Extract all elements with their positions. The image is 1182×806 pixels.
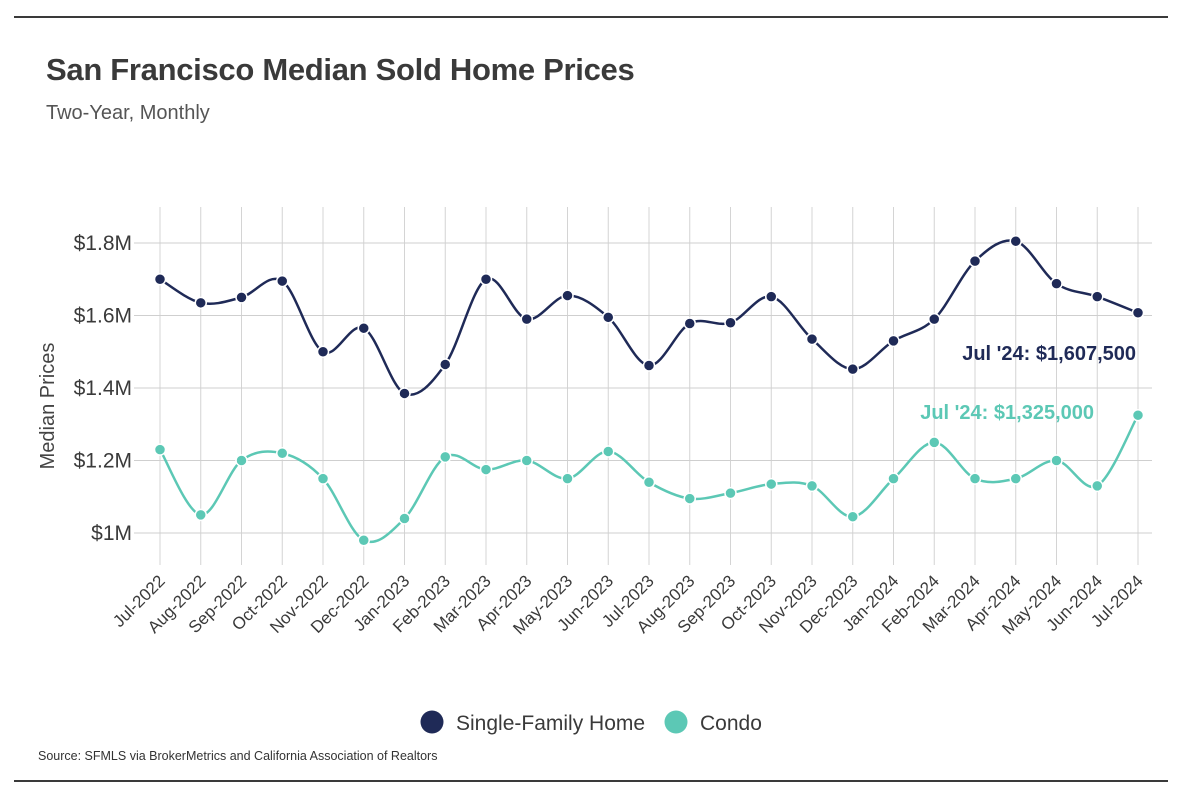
single-family-home-point bbox=[724, 316, 737, 329]
single-family-home-point bbox=[520, 312, 533, 326]
single-family-home-point bbox=[357, 321, 370, 335]
single-family-home-point bbox=[602, 311, 615, 324]
condo-point bbox=[724, 486, 737, 500]
single-family-home-point bbox=[846, 362, 859, 376]
single-family-home-point bbox=[439, 358, 452, 371]
single-family-home-point bbox=[316, 345, 330, 358]
condo-point bbox=[642, 476, 656, 489]
single-family-home-point bbox=[805, 332, 819, 346]
legend-marker bbox=[664, 710, 688, 734]
condo-point bbox=[439, 450, 452, 464]
condo-point bbox=[928, 436, 941, 449]
condo-point bbox=[561, 472, 574, 485]
single-family-home-point bbox=[479, 273, 493, 286]
single-family-home-point bbox=[561, 289, 574, 302]
condo-point bbox=[968, 472, 982, 485]
single-family-home-point bbox=[765, 290, 778, 303]
y-tick-label: $1.8M bbox=[74, 232, 132, 255]
annotation-label: Jul '24: $1,325,000 bbox=[920, 402, 1094, 424]
condo-point bbox=[765, 477, 778, 491]
single-family-home-point bbox=[1009, 234, 1022, 248]
condo-point bbox=[194, 508, 207, 522]
single-family-home-point bbox=[928, 312, 941, 326]
single-family-home-point bbox=[153, 273, 167, 286]
condo-point bbox=[316, 472, 330, 485]
condo-point bbox=[153, 443, 167, 456]
condo-point bbox=[235, 454, 248, 467]
chart-subtitle: Two-Year, Monthly bbox=[46, 102, 210, 124]
condo-point bbox=[1131, 408, 1145, 422]
condo-point bbox=[1050, 454, 1063, 467]
source-note: Source: SFMLS via BrokerMetrics and Cali… bbox=[38, 749, 438, 763]
bottom-rule bbox=[14, 780, 1168, 782]
condo-point bbox=[683, 492, 696, 505]
single-family-home-point bbox=[194, 296, 207, 310]
single-family-home-point bbox=[887, 334, 900, 348]
y-tick-label: $1.4M bbox=[74, 377, 132, 400]
y-tick-label: $1M bbox=[91, 522, 132, 545]
condo-point bbox=[276, 447, 289, 460]
condo-point bbox=[1009, 472, 1022, 485]
y-tick-label: $1.6M bbox=[74, 305, 132, 328]
y-tick-label: $1.2M bbox=[74, 450, 132, 473]
single-family-home-point bbox=[683, 317, 696, 330]
y-axis-label: Median Prices bbox=[37, 343, 59, 470]
condo-point bbox=[846, 510, 859, 523]
top-rule bbox=[14, 16, 1168, 18]
single-family-home-point bbox=[276, 274, 289, 288]
condo-point bbox=[479, 463, 493, 476]
condo-point bbox=[1091, 479, 1104, 493]
single-family-home-point bbox=[1091, 290, 1104, 303]
single-family-home-point bbox=[968, 254, 982, 268]
annotation-label: Jul '24: $1,607,500 bbox=[962, 343, 1136, 365]
single-family-home-point bbox=[1131, 306, 1145, 320]
single-family-home-point bbox=[1050, 277, 1063, 290]
legend-label: Single-Family Home bbox=[456, 712, 645, 735]
single-family-home-point bbox=[235, 291, 248, 304]
condo-point bbox=[520, 454, 533, 467]
condo-point bbox=[805, 479, 819, 493]
single-family-home-point bbox=[642, 359, 656, 372]
condo-point bbox=[357, 534, 370, 547]
legend-marker bbox=[420, 710, 444, 734]
legend-label: Condo bbox=[700, 712, 762, 735]
single-family-home-point bbox=[398, 387, 411, 400]
condo-point bbox=[887, 472, 900, 485]
chart-title: San Francisco Median Sold Home Prices bbox=[46, 52, 635, 87]
condo-point bbox=[602, 445, 615, 458]
condo-point bbox=[398, 512, 411, 525]
